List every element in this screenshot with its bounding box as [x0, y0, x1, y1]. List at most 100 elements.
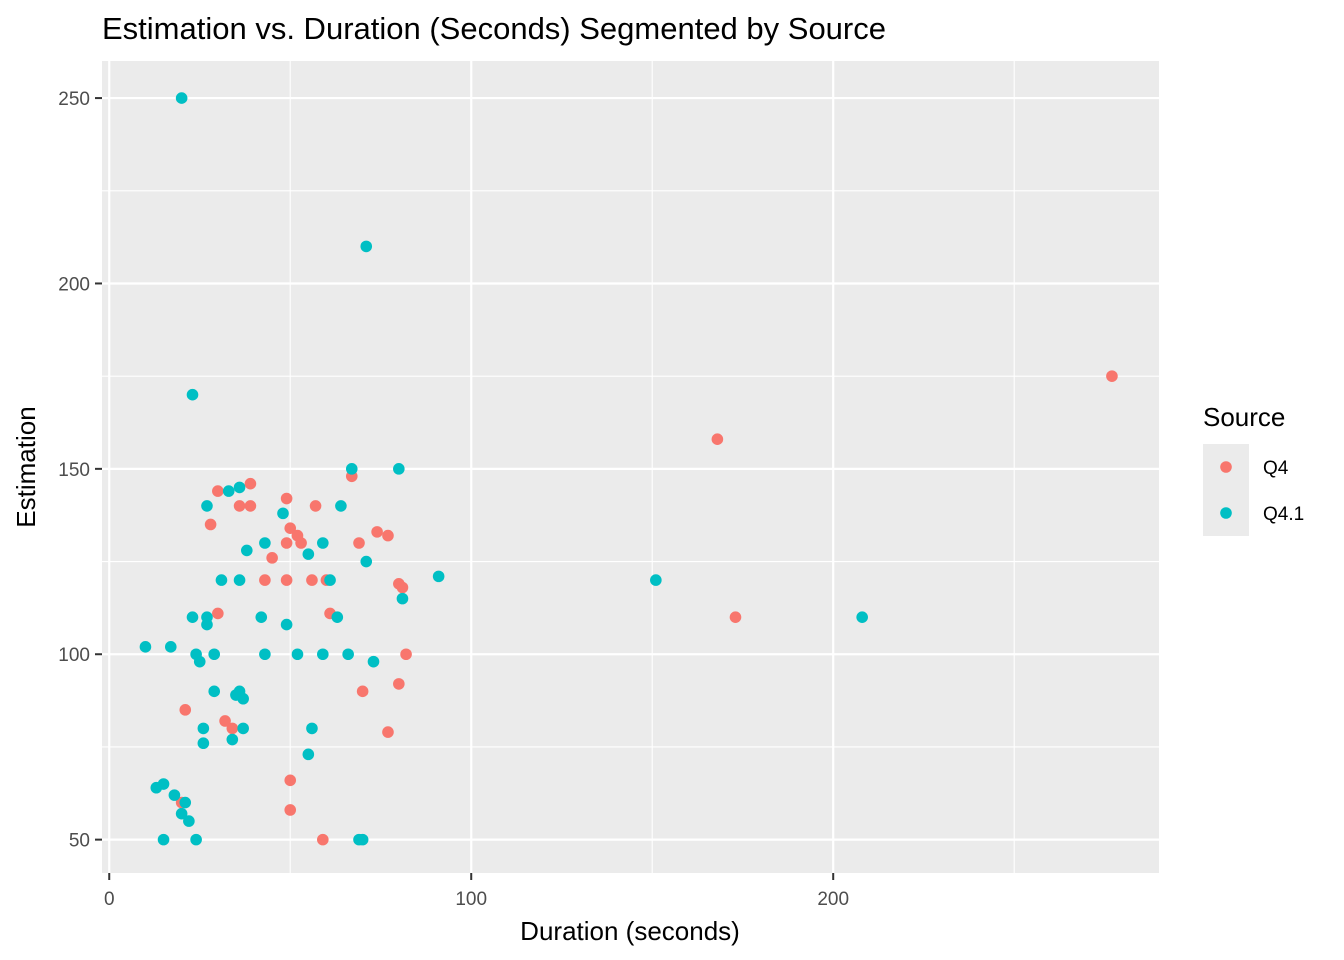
data-point-q4-1 — [193, 655, 206, 668]
data-point-q4 — [280, 537, 293, 549]
x-tick-label: 200 — [817, 889, 849, 910]
data-point-q4-1 — [201, 618, 213, 631]
data-point-q4-1 — [393, 463, 405, 475]
data-point-q4-1 — [259, 648, 271, 661]
data-point-q4-1 — [240, 544, 253, 557]
data-point-q4 — [353, 537, 365, 549]
x-axis: 0 100 200 — [104, 873, 849, 910]
data-point-q4-1 — [432, 570, 445, 583]
data-point-q4 — [179, 704, 192, 716]
data-point-q4-1 — [317, 648, 329, 661]
data-point-q4-1 — [331, 611, 344, 623]
plot-panel — [102, 61, 1159, 873]
data-point-q4-1 — [356, 833, 369, 846]
data-point-q4-1 — [168, 789, 181, 801]
grid-major — [102, 61, 1159, 873]
data-point-q4 — [244, 477, 257, 490]
data-point-q4 — [280, 492, 293, 505]
data-point-q4 — [284, 522, 297, 534]
data-point-q4-1 — [317, 537, 329, 549]
data-point-q4 — [400, 648, 412, 661]
data-point-q4 — [244, 500, 257, 512]
data-point-q4 — [356, 685, 369, 698]
data-point-q4-1 — [345, 463, 358, 475]
y-tick-label: 50 — [69, 831, 90, 852]
data-point-q4 — [371, 526, 383, 538]
data-point-q4-1 — [175, 92, 188, 104]
legend-label-q4-1: Q4.1 — [1263, 504, 1304, 525]
y-axis-title: Estimation — [11, 406, 41, 527]
legend-title: Source — [1203, 402, 1285, 432]
data-point-q4-1 — [237, 722, 249, 735]
x-tick-label: 100 — [455, 889, 487, 910]
data-point-q4 — [317, 833, 329, 846]
data-point-q4 — [1106, 370, 1118, 382]
data-point-q4-1 — [360, 555, 373, 568]
y-tick-label: 100 — [58, 645, 90, 666]
data-point-q4-1 — [396, 592, 409, 605]
data-point-q4-1 — [233, 481, 246, 494]
data-point-q4 — [729, 611, 742, 623]
data-point-q4-1 — [197, 722, 210, 735]
legend-key-background — [1203, 444, 1249, 536]
data-point-q4-1 — [175, 807, 188, 820]
data-point-q4-1 — [302, 548, 315, 560]
data-point-q4-1 — [215, 574, 228, 586]
legend-label-q4: Q4 — [1263, 458, 1289, 479]
data-point-q4-1 — [186, 388, 199, 401]
data-point-q4-1 — [650, 574, 662, 586]
data-point-q4-1 — [367, 655, 380, 668]
data-point-q4 — [711, 433, 724, 445]
data-point-q4-1 — [183, 815, 195, 827]
data-point-q4 — [382, 726, 394, 738]
x-tick-label: 0 — [104, 889, 115, 910]
data-point-q4-1 — [306, 722, 318, 735]
data-point-q4-1 — [259, 537, 271, 549]
data-point-q4-1 — [157, 833, 170, 846]
data-point-q4 — [382, 529, 394, 542]
data-point-q4 — [219, 715, 231, 727]
data-point-q4-1 — [255, 611, 268, 623]
x-axis-title: Duration (seconds) — [520, 916, 740, 946]
data-point-q4-1 — [335, 500, 347, 512]
data-point-q4 — [204, 518, 217, 531]
data-point-q4-1 — [186, 611, 199, 623]
data-point-q4-1 — [139, 641, 152, 653]
data-point-q4-1 — [291, 648, 304, 661]
data-point-q4 — [266, 552, 278, 564]
points-layer — [139, 92, 1118, 846]
data-point-q4-1 — [208, 685, 221, 698]
data-point-q4 — [233, 500, 246, 512]
data-point-q4-1 — [277, 507, 289, 520]
data-point-q4-1 — [208, 648, 221, 661]
data-point-q4-1 — [237, 692, 249, 705]
y-tick-label: 250 — [58, 89, 90, 110]
data-point-q4-1 — [324, 574, 336, 586]
data-point-q4 — [226, 722, 239, 735]
data-point-q4-1 — [226, 733, 239, 746]
data-point-q4-1 — [342, 648, 354, 661]
y-tick-label: 200 — [58, 274, 90, 295]
data-point-q4 — [212, 485, 224, 497]
data-point-q4 — [284, 774, 297, 787]
data-point-q4 — [396, 581, 409, 594]
data-point-q4-1 — [856, 611, 868, 623]
data-point-q4-1 — [157, 778, 170, 790]
chart-title: Estimation vs. Duration (Seconds) Segmen… — [102, 11, 886, 46]
y-tick-label: 150 — [58, 460, 90, 481]
data-point-q4 — [393, 678, 405, 690]
data-point-q4-1 — [190, 833, 202, 846]
data-point-q4-1 — [201, 500, 213, 512]
data-point-q4-1 — [222, 485, 235, 497]
legend: Source Q4 Q4.1 — [1203, 402, 1304, 536]
y-axis: 50 100 150 200 250 — [58, 89, 102, 852]
data-point-q4 — [309, 500, 322, 512]
data-point-q4-1 — [197, 737, 210, 750]
grid-minor — [102, 61, 1159, 873]
data-point-q4 — [306, 574, 318, 586]
data-point-q4-1 — [164, 641, 177, 653]
data-point-q4-1 — [179, 796, 192, 809]
data-point-q4 — [284, 804, 297, 816]
data-point-q4-1 — [302, 748, 315, 761]
